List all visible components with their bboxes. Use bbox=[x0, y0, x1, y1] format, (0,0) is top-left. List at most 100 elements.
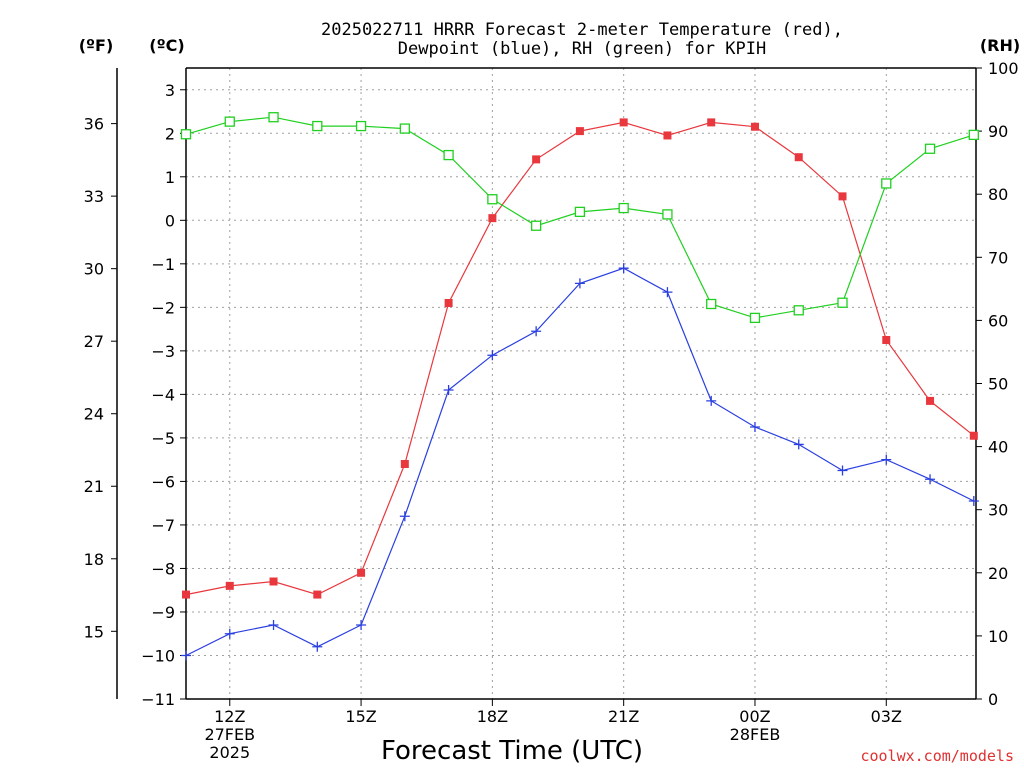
rh-point bbox=[706, 298, 717, 310]
dewpoint-point bbox=[268, 620, 279, 631]
x-tick-label: 12Z bbox=[214, 707, 245, 726]
temperature-point bbox=[926, 396, 935, 405]
temperature-point bbox=[400, 460, 409, 469]
dewpoint-point bbox=[618, 263, 629, 274]
x-tick-label: 03Z bbox=[871, 707, 902, 726]
rh-tick-label: 100 bbox=[988, 59, 1019, 78]
rh-point bbox=[837, 297, 848, 308]
temperature-point bbox=[663, 131, 672, 140]
fahrenheit-tick-label: 30 bbox=[84, 260, 104, 279]
rh-point bbox=[224, 116, 235, 127]
temperature-point bbox=[707, 118, 716, 127]
rh-tick-label: 10 bbox=[988, 627, 1008, 646]
temperature-point bbox=[313, 590, 322, 599]
fahrenheit-tick-label: 15 bbox=[84, 622, 104, 641]
x-tick-label: 18Z bbox=[477, 707, 508, 726]
temperature-point bbox=[750, 122, 759, 131]
celsius-tick-label: −8 bbox=[151, 559, 175, 578]
rh-point bbox=[355, 120, 367, 132]
celsius-tick-label: 1 bbox=[165, 168, 175, 187]
x-tick-label: 00Z bbox=[739, 707, 770, 726]
temperature-point bbox=[575, 127, 584, 136]
celsius-tick-label: −3 bbox=[151, 342, 175, 361]
rh-point bbox=[618, 202, 629, 214]
celsius-unit-label: (ºC) bbox=[149, 36, 184, 55]
dewpoint-point bbox=[793, 439, 804, 450]
rh-point bbox=[968, 129, 979, 141]
fahrenheit-tick-label: 27 bbox=[84, 332, 104, 351]
dewpoint-point bbox=[224, 628, 235, 639]
tick-labels: 3210−1−2−3−4−5−6−7−8−9−10−11363330272421… bbox=[84, 59, 1019, 762]
fahrenheit-tick-label: 24 bbox=[84, 405, 104, 424]
celsius-tick-label: −2 bbox=[151, 298, 175, 317]
temperature-point bbox=[838, 192, 847, 201]
temperature-point bbox=[532, 155, 541, 164]
dewpoint-point bbox=[356, 620, 367, 631]
grid-lines bbox=[186, 68, 976, 699]
dewpoint-point bbox=[399, 511, 410, 522]
temperature-point bbox=[794, 153, 803, 162]
rh-tick-label: 30 bbox=[988, 501, 1008, 520]
celsius-tick-label: −9 bbox=[151, 603, 175, 622]
celsius-tick-label: 0 bbox=[165, 211, 175, 230]
rh-tick-label: 70 bbox=[988, 248, 1008, 267]
rh-point bbox=[443, 149, 454, 161]
fahrenheit-tick-label: 21 bbox=[84, 477, 104, 496]
temperature-point bbox=[619, 118, 628, 127]
dewpoint-point bbox=[706, 395, 717, 406]
temperature-point bbox=[225, 581, 234, 590]
celsius-tick-label: −6 bbox=[151, 472, 175, 491]
dewpoint-point bbox=[487, 350, 498, 361]
celsius-tick-label: −11 bbox=[141, 690, 175, 709]
x-tick-label: 27FEB bbox=[204, 725, 255, 744]
rh-point bbox=[180, 129, 192, 140]
dewpoint-point bbox=[181, 650, 191, 661]
rh-point bbox=[749, 312, 761, 324]
celsius-tick-label: −7 bbox=[151, 516, 175, 535]
rh-point bbox=[487, 194, 498, 205]
rh-point bbox=[530, 220, 542, 231]
dewpoint-point bbox=[531, 326, 542, 337]
temperature-point bbox=[444, 298, 453, 307]
dewpoint-point bbox=[443, 385, 454, 396]
dewpoint-point bbox=[662, 287, 673, 298]
dewpoint-point bbox=[312, 641, 323, 652]
rh-point bbox=[574, 206, 586, 218]
temperature-point bbox=[269, 577, 278, 586]
rh-tick-label: 80 bbox=[988, 185, 1008, 204]
rh-point bbox=[793, 305, 804, 316]
x-tick-label: 15Z bbox=[345, 707, 376, 726]
temperature-point bbox=[182, 590, 190, 599]
rh-point bbox=[312, 120, 323, 132]
celsius-tick-label: −10 bbox=[141, 646, 175, 665]
rh-tick-label: 20 bbox=[988, 564, 1008, 583]
dewpoint-point bbox=[925, 474, 936, 485]
temperature-point bbox=[969, 431, 978, 440]
fahrenheit-tick-label: 36 bbox=[84, 115, 104, 134]
rh-tick-label: 50 bbox=[988, 375, 1008, 394]
chart-title-line2: Dewpoint (blue), RH (green) for KPIH bbox=[398, 39, 766, 59]
dewpoint-point bbox=[837, 465, 848, 476]
axes bbox=[111, 67, 982, 706]
dewpoint-point bbox=[749, 422, 760, 433]
celsius-tick-label: −1 bbox=[151, 255, 175, 274]
temperature-point bbox=[882, 335, 891, 344]
rh-tick-label: 0 bbox=[988, 690, 998, 709]
data-series bbox=[180, 112, 979, 661]
rh-point bbox=[399, 123, 410, 134]
fahrenheit-tick-label: 33 bbox=[84, 187, 104, 206]
celsius-tick-label: −5 bbox=[151, 429, 175, 448]
rh-tick-label: 40 bbox=[988, 438, 1008, 457]
dewpoint-point bbox=[968, 495, 979, 506]
credit-text: coolwx.com/models bbox=[860, 747, 1014, 765]
dewpoint-point bbox=[881, 454, 892, 465]
rh-unit-label: (RH) bbox=[980, 36, 1020, 55]
celsius-tick-label: −4 bbox=[151, 385, 175, 404]
rh-tick-label: 60 bbox=[988, 311, 1008, 330]
celsius-tick-label: 3 bbox=[165, 81, 175, 100]
rh-point bbox=[881, 178, 892, 189]
x-tick-label: 28FEB bbox=[730, 725, 781, 744]
temperature-point bbox=[357, 568, 366, 577]
fahrenheit-unit-label: (ºF) bbox=[79, 36, 114, 55]
